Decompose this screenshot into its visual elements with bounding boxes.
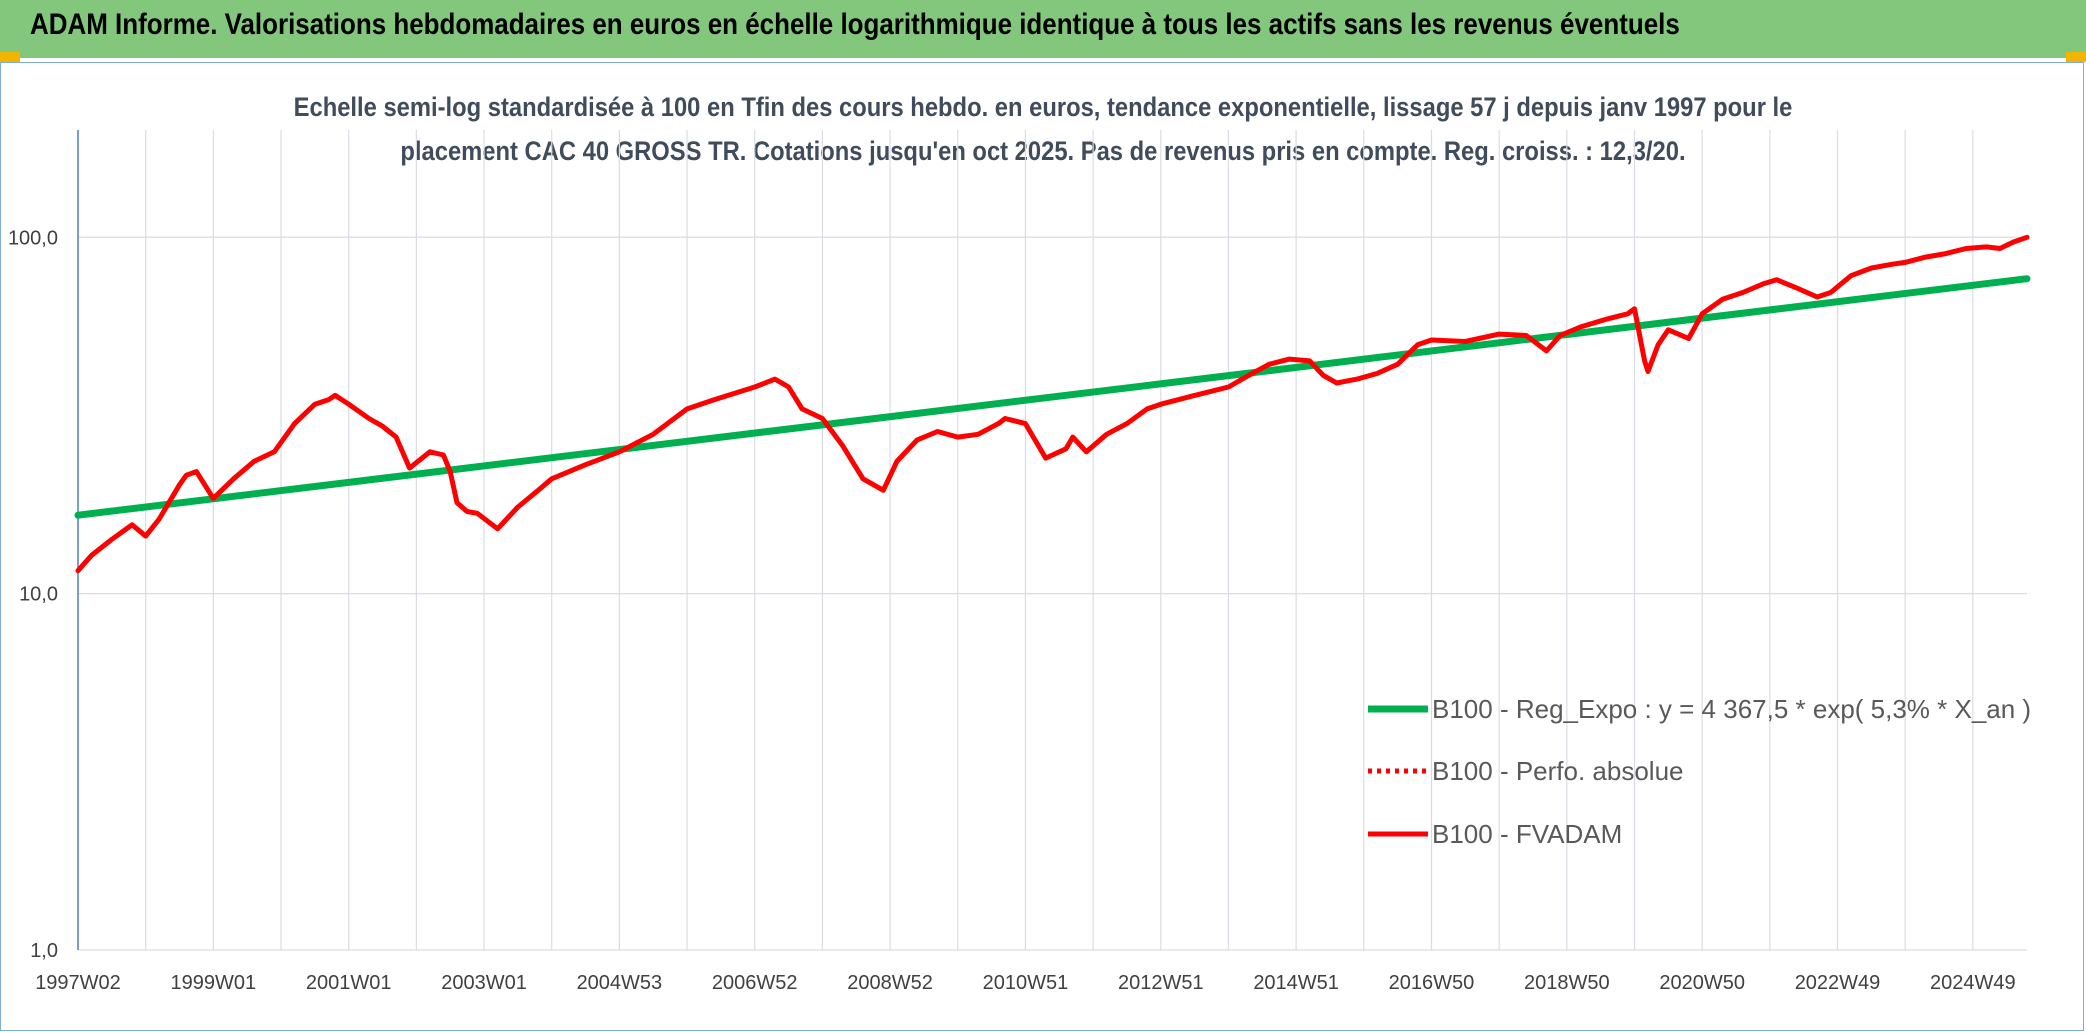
chart-legend: B100 - Reg_Expo : y = 4 367,5 * exp( 5,3… [1368,694,2031,849]
corner-mark-left [0,52,20,62]
x-tick-label: 2001W01 [306,972,392,994]
x-tick-label: 2006W52 [712,972,798,994]
chart-title-line-2: placement CAC 40 GROSS TR. Cotations jus… [400,136,1686,166]
x-tick-label: 2020W50 [1659,972,1745,994]
y-tick-label: 1,0 [30,940,58,962]
x-tick-label: 2012W51 [1118,972,1204,994]
series-line-0 [74,275,2031,519]
x-tick-label: 2008W52 [847,972,933,994]
x-tick-label: 2010W51 [983,972,1069,994]
x-tick-label: 1997W02 [35,972,121,994]
x-tick-label: 2016W50 [1389,972,1475,994]
chart-grid [78,130,2027,951]
x-tick-label: 2024W49 [1930,972,2016,994]
chart-series [74,234,2031,574]
chart-title: Echelle semi-log standardisée à 100 en T… [125,85,1961,173]
chart-title-line-1: Echelle semi-log standardisée à 100 en T… [293,92,1793,122]
chart-axes: 1,0 10,0 100,0 1997W02 1999W01 2001W01 2003W01… [8,130,2016,994]
x-tick-label: 1999W01 [171,972,257,994]
y-tick-label: 10,0 [19,584,58,606]
legend-label-1: B100 - Perfo. absolue [1432,756,1684,786]
corner-mark-right [2066,52,2086,62]
x-tick-label: 2004W53 [577,972,663,994]
x-tick-label: 2018W50 [1524,972,1610,994]
y-tick-label: 100,0 [8,227,58,249]
x-tick-label: 2003W01 [441,972,527,994]
header-title: ADAM Informe. Valorisations hebdomadaire… [30,8,1680,41]
x-tick-label: 2014W51 [1253,972,1339,994]
legend-label-0: B100 - Reg_Expo : y = 4 367,5 * exp( 5,3… [1432,694,2031,724]
chart-frame [0,62,2084,1031]
series-line-2 [75,234,2030,574]
legend-label-2: B100 - FVADAM [1432,819,1622,849]
x-tick-label: 2022W49 [1795,972,1881,994]
header-banner: ADAM Informe. Valorisations hebdomadaire… [0,0,2086,58]
